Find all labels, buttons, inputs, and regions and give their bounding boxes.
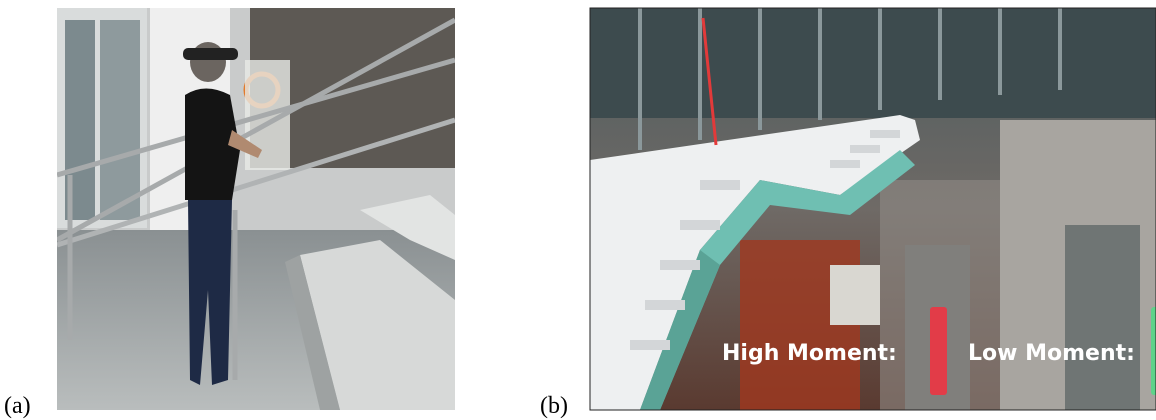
- figure: (a) High Moment: Low Moment: (: [0, 0, 1156, 420]
- photo-a: [57, 8, 455, 410]
- overlay-label: High Moment:: [722, 341, 897, 366]
- panel-label: (a): [4, 393, 31, 419]
- panel-label: (b): [540, 393, 568, 419]
- overlay-label: Low Moment:: [968, 341, 1135, 366]
- page: (a) High Moment: Low Moment: (: [0, 0, 1156, 420]
